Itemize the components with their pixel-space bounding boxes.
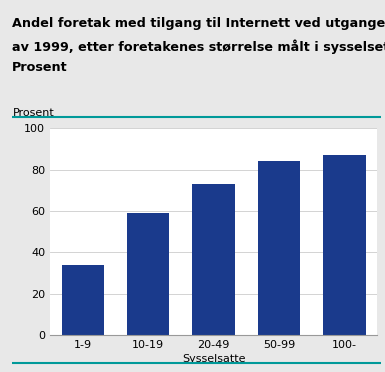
Text: Prosent: Prosent xyxy=(12,61,67,74)
X-axis label: Sysselsatte: Sysselsatte xyxy=(182,354,245,364)
Bar xyxy=(127,213,169,335)
Text: Andel foretak med tilgang til Internett ved utgangen: Andel foretak med tilgang til Internett … xyxy=(12,17,385,30)
Text: Prosent: Prosent xyxy=(12,108,54,118)
Text: av 1999, etter foretakenes størrelse målt i sysselsetting.: av 1999, etter foretakenes størrelse mål… xyxy=(12,39,385,54)
Bar xyxy=(62,264,104,335)
Bar xyxy=(258,161,300,335)
Bar xyxy=(192,184,235,335)
Bar xyxy=(323,155,366,335)
